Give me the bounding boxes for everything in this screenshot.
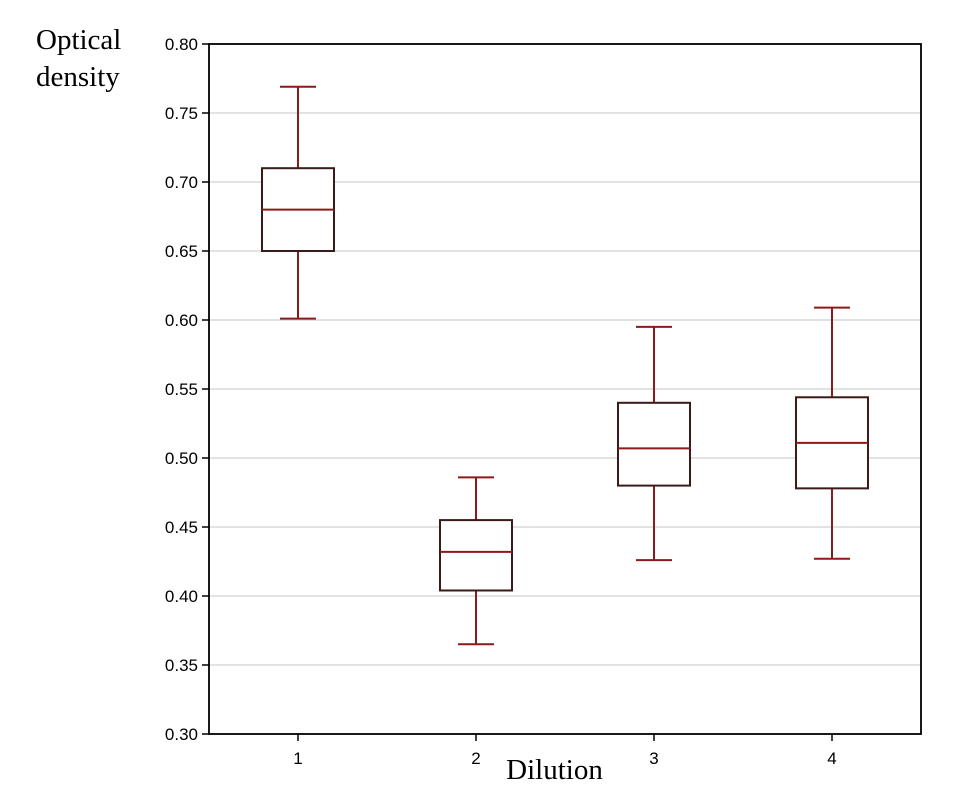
y-tick-label: 0.35	[165, 656, 198, 675]
plot-frame	[208, 43, 922, 735]
x-axis-label-wrap: Dilution	[0, 754, 956, 787]
grid-lines	[209, 112, 921, 666]
axes	[202, 43, 922, 741]
boxes	[261, 85, 869, 646]
y-tick-label: 0.40	[165, 587, 198, 606]
y-tick-label: 0.70	[165, 173, 198, 192]
tick-labels: 0.80 0.75 0.70 0.65 0.60 0.55 0.50 0.45 0.40 0.35…	[165, 35, 837, 768]
box-iqr	[617, 401, 691, 487]
y-tick-label: 0.30	[165, 725, 198, 744]
box-plot-3	[617, 325, 691, 562]
x-tick-label: 4	[827, 749, 836, 768]
y-axis-label-line-1: Optical	[36, 24, 122, 56]
y-tick-label: 0.55	[165, 380, 198, 399]
x-tick-label: 1	[293, 749, 302, 768]
y-tick-label: 0.50	[165, 449, 198, 468]
y-tick-label: 0.80	[165, 35, 198, 54]
y-axis-label-line-2: density	[36, 61, 120, 93]
x-tick-label: 2	[471, 749, 480, 768]
x-tick-label: 3	[649, 749, 658, 768]
x-axis-label: Dilution	[506, 754, 603, 786]
y-tick-label: 0.75	[165, 104, 198, 123]
y-tick-label: 0.45	[165, 518, 198, 537]
box-plot-2	[439, 476, 513, 646]
box-plot-4	[795, 306, 869, 560]
box-iqr	[439, 519, 513, 592]
box-plot-1	[261, 85, 335, 320]
y-tick-label: 0.60	[165, 311, 198, 330]
y-axis-label: Optical density	[36, 22, 121, 96]
y-tick-label: 0.65	[165, 242, 198, 261]
